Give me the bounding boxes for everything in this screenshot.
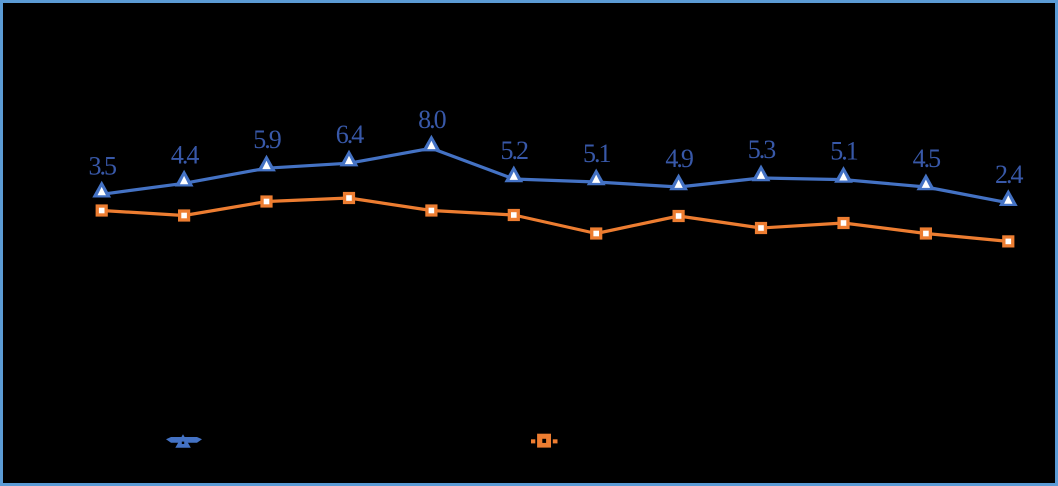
svg-text:4.9: 4.9 (665, 144, 693, 173)
svg-text:3.5: 3.5 (88, 151, 116, 180)
svg-text:5.3: 5.3 (748, 135, 776, 164)
svg-text:5.1: 5.1 (583, 139, 611, 168)
svg-text:4.5: 4.5 (913, 144, 941, 173)
svg-text:4.4: 4.4 (171, 140, 200, 169)
svg-text:5.1: 5.1 (830, 137, 858, 166)
svg-text:5.2: 5.2 (501, 136, 529, 165)
svg-text:6.4: 6.4 (336, 120, 365, 149)
svg-text:2.4: 2.4 (995, 160, 1024, 189)
svg-text:5.9: 5.9 (253, 125, 281, 154)
svg-text:8.0: 8.0 (418, 105, 447, 134)
